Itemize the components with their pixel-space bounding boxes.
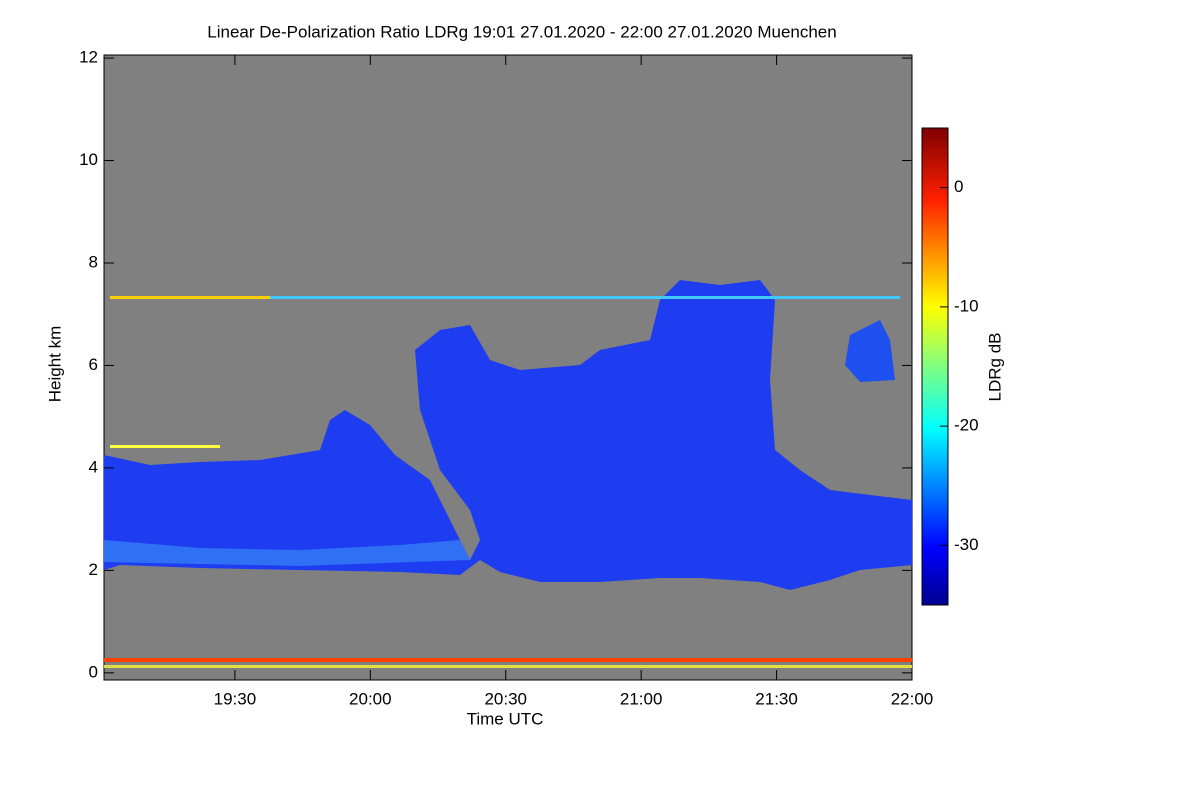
aerosol-layer bbox=[110, 445, 220, 448]
y-tick-label: 2 bbox=[89, 560, 98, 579]
y-tick-label: 6 bbox=[89, 355, 98, 374]
x-tick-label: 22:00 bbox=[891, 689, 934, 708]
y-tick-label: 4 bbox=[89, 457, 98, 476]
y-tick-label: 0 bbox=[89, 662, 98, 681]
colorbar-tick-label: -30 bbox=[954, 535, 979, 554]
colorbar-tick-label: -20 bbox=[954, 416, 979, 435]
colorbar-label: LDRg dB bbox=[985, 333, 1004, 402]
aerosol-layer bbox=[110, 296, 900, 299]
x-tick-label: 21:30 bbox=[755, 689, 798, 708]
cloud-region bbox=[845, 320, 895, 382]
x-tick-label: 20:00 bbox=[349, 689, 392, 708]
y-tick-label: 10 bbox=[79, 150, 98, 169]
x-tick-label: 19:30 bbox=[214, 689, 257, 708]
x-axis-label: Time UTC bbox=[467, 709, 544, 728]
colorbar-tick-label: 0 bbox=[954, 177, 963, 196]
x-tick-label: 21:00 bbox=[620, 689, 663, 708]
colorbar bbox=[921, 127, 949, 606]
y-axis-label: Height km bbox=[45, 326, 64, 403]
x-tick-label: 20:30 bbox=[484, 689, 527, 708]
y-tick-label: 8 bbox=[89, 252, 98, 271]
aerosol-layer bbox=[110, 296, 270, 299]
colorbar-tick-label: -10 bbox=[954, 296, 979, 315]
heatmap-image bbox=[104, 280, 912, 668]
chart-title: Linear De-Polarization Ratio LDRg 19:01 … bbox=[207, 22, 836, 41]
cloud-region bbox=[104, 280, 912, 590]
ground-layer bbox=[104, 658, 912, 662]
y-tick-label: 12 bbox=[79, 48, 98, 67]
cloud-region bbox=[104, 540, 470, 566]
ground-layer bbox=[104, 665, 912, 668]
